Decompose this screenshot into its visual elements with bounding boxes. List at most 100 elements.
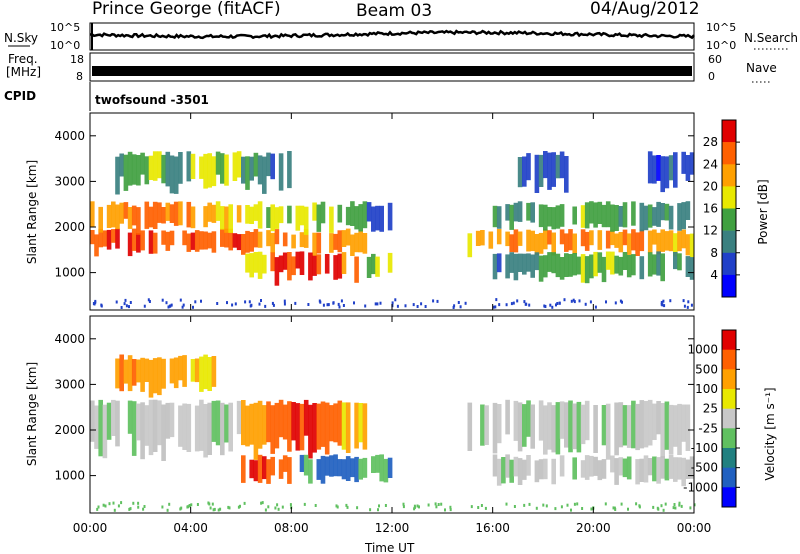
velocity-near-range-echo xyxy=(449,508,452,512)
power-cell xyxy=(505,254,510,279)
power-cell xyxy=(115,204,120,230)
power-cell xyxy=(329,206,334,233)
power-cell xyxy=(337,204,343,223)
power-cell xyxy=(241,156,246,184)
velocity-cell xyxy=(673,405,678,447)
power-cell xyxy=(614,233,619,248)
power-near-range-echo xyxy=(464,301,467,305)
power-colorbar-tick-label: 24 xyxy=(703,157,718,171)
power-near-range-echo xyxy=(283,302,286,306)
velocity-cell xyxy=(584,400,590,441)
power-cell xyxy=(245,205,250,224)
power-cell xyxy=(220,153,225,184)
power-cell xyxy=(232,152,238,181)
velocity-cell xyxy=(144,358,150,382)
velocity-cell xyxy=(597,460,603,481)
power-near-range-echo xyxy=(619,299,622,303)
power-cell xyxy=(111,201,116,228)
velocity-cell xyxy=(173,357,179,389)
velocity-cell xyxy=(526,455,531,476)
velocity-near-range-echo xyxy=(513,505,516,508)
power-near-range-echo xyxy=(123,302,126,306)
velocity-cell xyxy=(635,459,640,485)
power-cell xyxy=(564,156,569,193)
velocity-cell xyxy=(593,405,598,453)
velocity-cell xyxy=(350,458,355,478)
power-cell xyxy=(358,230,363,253)
velocity-cell xyxy=(262,456,267,480)
velocity-cell xyxy=(622,405,628,446)
power-cell xyxy=(559,151,565,179)
velocity-near-range-echo xyxy=(189,504,191,507)
velocity-colorbar-tick-label: -25 xyxy=(698,421,718,435)
power-cell xyxy=(224,206,229,233)
velocity-cell xyxy=(354,402,359,449)
velocity-cell xyxy=(580,460,586,478)
velocity-cell xyxy=(224,404,229,443)
power-cell xyxy=(152,201,158,229)
velocity-near-range-echo xyxy=(117,504,120,508)
power-ytick-label: 4000 xyxy=(54,129,85,143)
velocity-cell xyxy=(505,399,510,435)
power-near-range-echo xyxy=(404,304,407,308)
power-cell xyxy=(488,231,494,249)
power-near-range-echo xyxy=(682,299,685,303)
freq-label: Freq. xyxy=(8,52,38,66)
power-cell xyxy=(681,229,686,249)
velocity-cell xyxy=(287,457,292,484)
power-cell xyxy=(677,203,682,231)
power-cell xyxy=(517,253,523,272)
power-near-range-echo xyxy=(216,302,219,305)
velocity-cell xyxy=(123,359,129,384)
power-cell xyxy=(266,152,271,177)
power-near-range-echo xyxy=(555,303,557,307)
velocity-cell xyxy=(668,454,674,479)
velocity-near-range-echo xyxy=(219,507,222,511)
power-cell xyxy=(203,206,208,228)
power-cell xyxy=(631,201,636,226)
power-cell xyxy=(182,230,187,246)
power-cell xyxy=(597,252,603,273)
velocity-near-range-echo xyxy=(635,502,638,506)
x-tick-label: 08:00 xyxy=(274,521,309,535)
power-cell xyxy=(538,154,544,187)
velocity-cell xyxy=(685,404,691,451)
power-cell xyxy=(98,206,103,233)
time-x-axis: 00:00 04:00 08:00 12:00 16:00 20:00 00:00 xyxy=(73,113,711,535)
power-cell xyxy=(660,203,665,221)
velocity-cell xyxy=(165,402,171,439)
velocity-cell xyxy=(492,454,498,477)
nave-label: Nave xyxy=(746,61,777,75)
power-near-range-echo xyxy=(294,301,297,305)
power-near-range-echo xyxy=(327,303,330,307)
power-cell xyxy=(673,233,678,257)
power-cell xyxy=(639,229,645,252)
velocity-cell xyxy=(329,455,334,477)
power-cell xyxy=(551,207,556,230)
power-cell xyxy=(605,230,611,249)
power-cell xyxy=(618,256,624,276)
power-cell xyxy=(203,153,208,189)
velocity-colorbar-segment xyxy=(722,448,736,468)
power-cell xyxy=(90,230,95,245)
velocity-cell xyxy=(580,404,586,445)
velocity-near-range-echo xyxy=(128,507,131,511)
velocity-cell xyxy=(211,356,217,387)
velocity-near-range-echo xyxy=(620,502,623,506)
velocity-near-range-echo xyxy=(560,505,563,509)
velocity-near-range-echo xyxy=(678,501,681,505)
power-cell xyxy=(157,151,162,179)
velocity-cell xyxy=(182,355,187,387)
velocity-near-range-echo xyxy=(369,508,372,512)
power-cell xyxy=(564,233,569,252)
power-near-range-echo xyxy=(200,299,202,303)
power-cell xyxy=(341,230,347,247)
power-colorbar-segment xyxy=(722,274,736,298)
velocity-near-range-echo xyxy=(346,505,349,509)
velocity-near-range-echo xyxy=(449,505,452,509)
velocity-cell xyxy=(324,456,330,476)
power-cell xyxy=(614,205,619,231)
power-cell xyxy=(106,204,112,228)
velocity-cell xyxy=(157,357,162,396)
velocity-cell xyxy=(668,404,674,455)
